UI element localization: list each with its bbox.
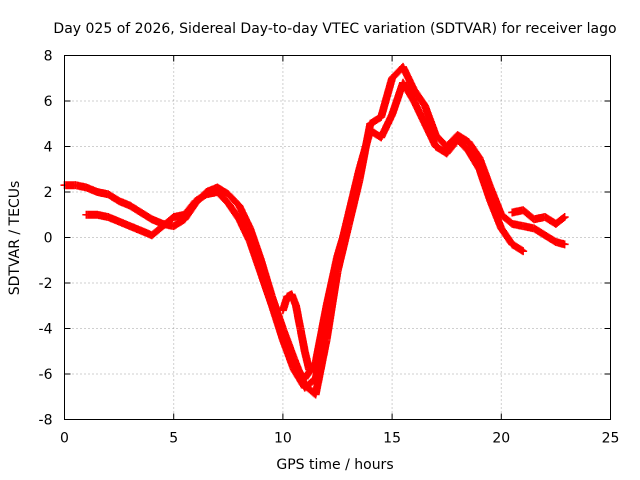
data-layer: [60, 62, 569, 399]
x-tick-label: 10: [274, 431, 292, 447]
y-tick-label: -6: [39, 367, 53, 383]
chart-title: Day 025 of 2026, Sidereal Day-to-day VTE…: [53, 21, 616, 37]
x-axis-label: GPS time / hours: [276, 457, 393, 473]
y-tick-label: 8: [44, 49, 53, 65]
x-tick-label: 25: [602, 431, 620, 447]
series-trace: [509, 206, 568, 228]
y-tick-label: 0: [44, 231, 53, 247]
x-tick-label: 0: [60, 431, 69, 447]
y-tick-label: 6: [44, 94, 53, 110]
series-trace: [279, 290, 313, 372]
x-tick-label: 5: [169, 431, 178, 447]
y-tick-label: -8: [39, 413, 53, 429]
y-tick-label: 4: [44, 140, 53, 156]
y-tick-label: 2: [44, 185, 53, 201]
grid-layer: [64, 55, 611, 420]
x-tick-label: 15: [383, 431, 401, 447]
x-tick-label: 20: [492, 431, 510, 447]
y-tick-label: -2: [39, 276, 53, 292]
series-trace-spike: [278, 290, 314, 374]
y-axis-label: SDTVAR / TECUs: [7, 181, 23, 296]
series-trace-tail: [508, 206, 569, 228]
y-tick-label: -4: [39, 322, 53, 338]
